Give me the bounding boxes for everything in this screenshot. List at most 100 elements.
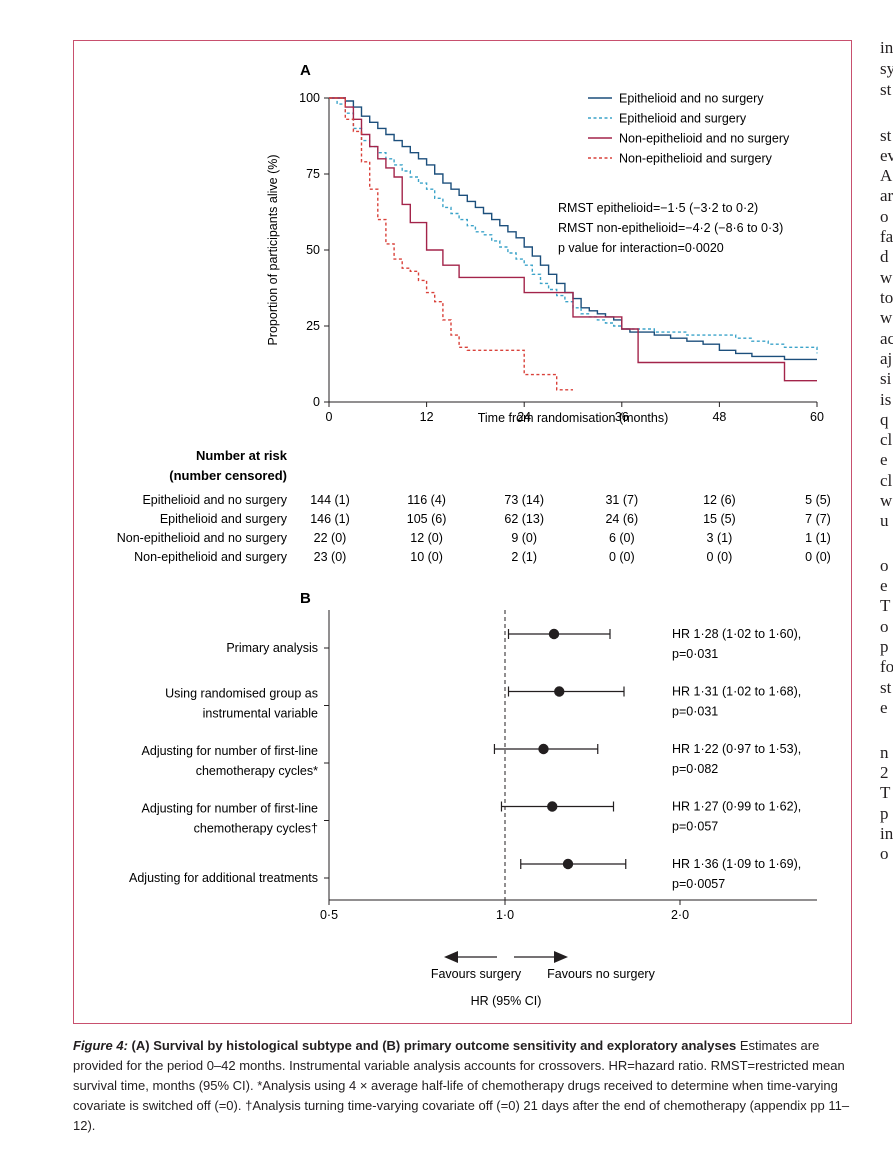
risk-table: Epithelioid and no surgery 144 (1) 116 (4)… (117, 493, 831, 564)
hr-text: HR 1·36 (1·09 to 1·69), (672, 857, 801, 871)
panel-b-label: B (300, 590, 311, 607)
x-tick-label: 24 (517, 410, 531, 424)
risk-cell: 31 (7) (605, 493, 638, 507)
analysis-label: Adjusting for additional treatments (129, 871, 318, 885)
column-fragment: cl (880, 471, 893, 490)
column-fragment: e (880, 576, 888, 595)
risk-cell: 12 (0) (410, 531, 443, 545)
panel-a-axes: 0 12 24 36 48 60 0 25 50 75 100 (299, 91, 824, 424)
favours-no-surgery: Favours no surgery (547, 967, 655, 981)
hr-text: HR 1·31 (1·02 to 1·68), (672, 685, 801, 699)
p-value-text: p=0·0057 (672, 877, 725, 891)
column-fragment: o (880, 207, 889, 226)
hr-text: HR 1·22 (0·97 to 1·53), (672, 742, 801, 756)
column-fragment: st (880, 126, 892, 145)
column-fragment: p (880, 804, 889, 823)
risk-row-label: Non-epithelioid and surgery (134, 550, 288, 564)
analysis-label: Primary analysis (226, 641, 318, 655)
arrow-right-head (554, 951, 568, 963)
analysis-label-line2: chemotherapy cycles* (196, 764, 318, 778)
panel-a-legend: Epithelioid and no surgery Epithelioid an… (588, 92, 790, 166)
column-fragment: st (880, 80, 892, 99)
hr-point (538, 743, 549, 755)
column-fragment: 2 (880, 763, 889, 782)
risk-cell: 62 (13) (504, 512, 544, 526)
risk-cell: 7 (7) (805, 512, 831, 526)
risk-cell: 2 (1) (511, 550, 537, 564)
x-tick-label: 12 (420, 410, 434, 424)
column-fragment: T (880, 783, 891, 802)
column-fragment: q (880, 410, 889, 429)
x-tick-label: 36 (615, 410, 629, 424)
hr-point (562, 858, 574, 870)
analysis-label-line2: instrumental variable (203, 707, 318, 721)
column-fragment: e (880, 698, 888, 717)
risk-cell: 22 (0) (314, 531, 347, 545)
panel-a-series (329, 97, 818, 391)
column-fragment: fa (880, 227, 893, 246)
risk-cell: 1 (1) (805, 531, 831, 545)
p-value-text: p=0·031 (672, 705, 718, 719)
legend-label: Epithelioid and surgery (619, 112, 747, 126)
risk-table-title: Number at risk (196, 448, 288, 463)
analysis-label: Using randomised group as (165, 687, 318, 701)
figure-frame (73, 40, 852, 1024)
risk-cell: 146 (1) (310, 512, 350, 526)
arrow-left-head (444, 951, 458, 963)
y-tick-label: 0 (313, 395, 320, 409)
rmst-epithelioid: RMST epithelioid=−1·5 (−3·2 to 0·2) (558, 201, 758, 215)
column-fragment: u (880, 511, 889, 530)
p-value-text: p=0·057 (672, 820, 718, 834)
legend-label: Epithelioid and no surgery (619, 92, 764, 106)
analysis-label: Adjusting for number of first-line (142, 744, 319, 758)
column-fragment: w (880, 308, 893, 327)
risk-cell: 3 (1) (707, 531, 733, 545)
risk-cell: 23 (0) (314, 550, 347, 564)
risk-cell: 0 (0) (707, 550, 733, 564)
risk-cell: 6 (0) (609, 531, 635, 545)
risk-row-label: Epithelioid and no surgery (142, 493, 287, 507)
y-tick-label: 50 (306, 243, 320, 257)
risk-cell: 12 (6) (703, 493, 736, 507)
favours-surgery: Favours surgery (431, 967, 522, 981)
column-fragment: cl (880, 430, 893, 449)
column-fragment: in (880, 38, 893, 57)
x-tick-label: 0 (326, 410, 333, 424)
figure-svg: A 0 12 24 36 48 60 0 25 50 75 100 Epithelioid and … (117, 62, 831, 1008)
analysis-label-line2: chemotherapy cycles† (194, 822, 318, 836)
x-tick-label: 48 (712, 410, 726, 424)
p-value-text: p=0·031 (672, 647, 718, 661)
risk-table-subtitle: (number censored) (169, 468, 287, 483)
hr-point (547, 801, 558, 812)
column-fragment: o (880, 556, 889, 575)
risk-cell: 5 (5) (805, 493, 831, 507)
column-fragment: d (880, 247, 889, 266)
column-fragment: is (880, 390, 892, 409)
column-fragment: o (880, 617, 889, 636)
risk-row-label: Epithelioid and surgery (160, 512, 288, 526)
column-fragment: w (880, 491, 893, 510)
risk-cell: 0 (0) (805, 550, 831, 564)
panel-b-plot: 0·5 1·0 2·0 Primary analysis HR 1·28 (1·02 t… (129, 610, 817, 963)
column-fragment: n (880, 743, 889, 762)
risk-row-label: Non-epithelioid and no surgery (117, 531, 288, 545)
legend-label: Non-epithelioid and surgery (619, 152, 773, 166)
column-fragment: aj (880, 349, 893, 368)
risk-cell: 73 (14) (504, 493, 544, 507)
column-fragment: ar (880, 186, 893, 205)
figure-label: Figure 4: (73, 1038, 128, 1053)
column-fragment: in (880, 824, 893, 843)
caption-text: Estimates are provided for the period 0–… (73, 1038, 850, 1133)
panel-b-xlabel: HR (95% CI) (471, 994, 542, 1008)
x-tick-label: 60 (810, 410, 824, 424)
caption-title: (A) Survival by histological subtype and… (131, 1038, 737, 1053)
b-x-tick-label: 2·0 (671, 908, 689, 922)
risk-cell: 24 (6) (605, 512, 638, 526)
p-value-text: p=0·082 (672, 762, 718, 776)
column-fragment: w (880, 268, 893, 287)
column-fragment: to (880, 288, 893, 307)
km-curve-2 (329, 97, 818, 354)
panel-a-label: A (300, 62, 311, 79)
hr-point (554, 686, 565, 697)
risk-cell: 144 (1) (310, 493, 350, 507)
